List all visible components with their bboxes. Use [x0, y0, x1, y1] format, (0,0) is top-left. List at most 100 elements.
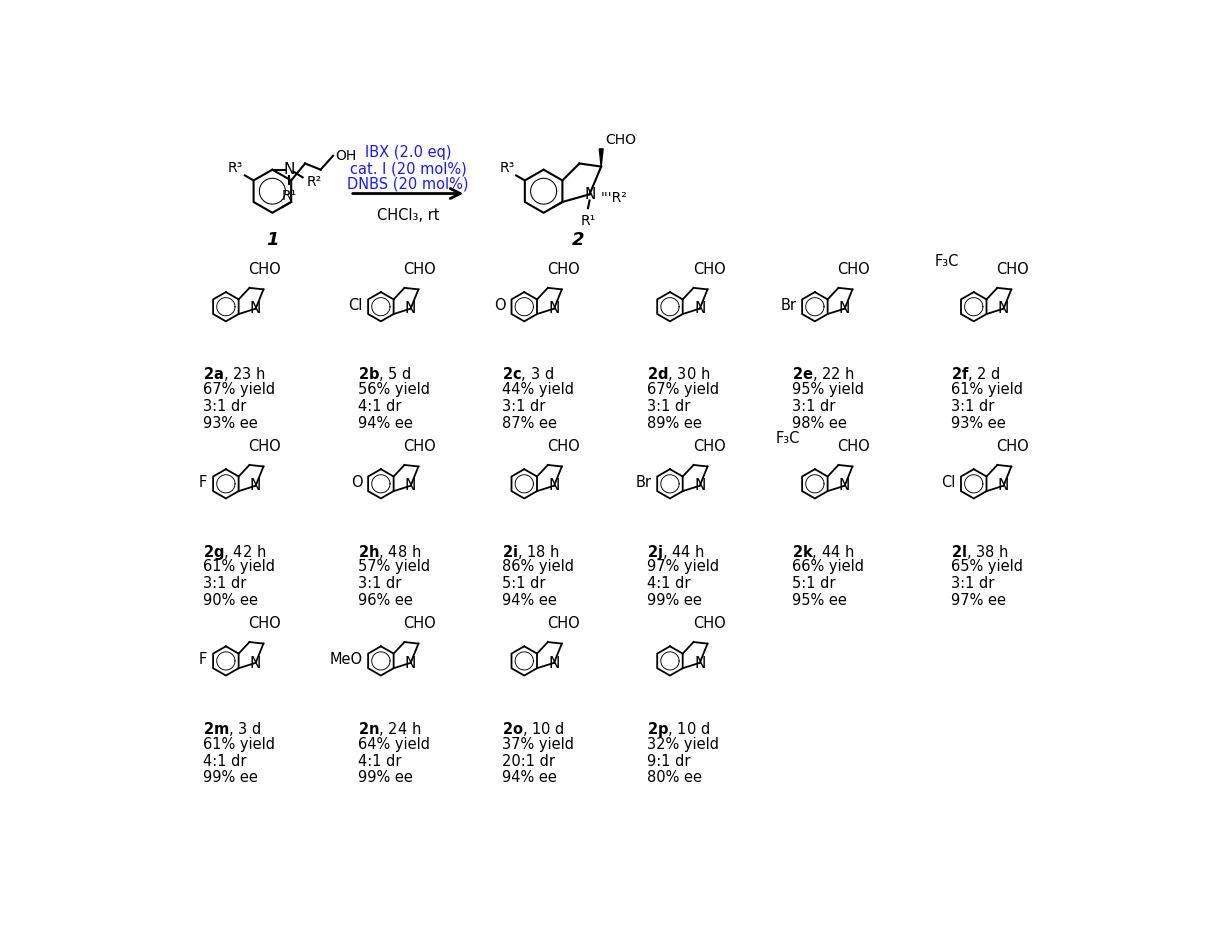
Text: $\bf{2g}$, 42 h: $\bf{2g}$, 42 h [203, 542, 267, 561]
Text: 67% yield: 67% yield [648, 382, 720, 397]
Text: N: N [548, 301, 560, 316]
Text: 80% ee: 80% ee [648, 769, 703, 784]
Text: 96% ee: 96% ee [358, 592, 413, 608]
Text: 32% yield: 32% yield [648, 736, 720, 751]
Text: F: F [199, 475, 207, 489]
Text: CHO: CHO [605, 133, 636, 146]
Text: N: N [250, 654, 262, 670]
Text: N: N [406, 301, 417, 316]
Text: 94% ee: 94% ee [502, 769, 557, 784]
Text: 20:1 dr: 20:1 dr [502, 753, 554, 768]
Text: 3:1 dr: 3:1 dr [648, 399, 691, 413]
Text: CHO: CHO [248, 615, 281, 630]
Text: 98% ee: 98% ee [793, 416, 848, 431]
Text: CHO: CHO [547, 261, 580, 276]
Text: 3:1 dr: 3:1 dr [951, 399, 995, 413]
Text: $\bf{2j}$, 44 h: $\bf{2j}$, 44 h [648, 542, 705, 561]
Text: 66% yield: 66% yield [793, 559, 865, 574]
Text: 9:1 dr: 9:1 dr [648, 753, 691, 768]
Text: $\bf{2a}$, 23 h: $\bf{2a}$, 23 h [203, 365, 266, 383]
Text: 3:1 dr: 3:1 dr [203, 399, 247, 413]
Text: N: N [548, 654, 560, 670]
Text: Br: Br [636, 475, 652, 489]
Text: 94% ee: 94% ee [502, 592, 557, 608]
Text: 61% yield: 61% yield [951, 382, 1023, 397]
Text: 5:1 dr: 5:1 dr [502, 576, 546, 590]
Text: 97% ee: 97% ee [951, 592, 1006, 608]
Text: N: N [839, 478, 850, 493]
Text: 95% ee: 95% ee [793, 592, 848, 608]
Text: 2: 2 [572, 231, 585, 248]
Text: N: N [694, 478, 705, 493]
Text: 3:1 dr: 3:1 dr [203, 576, 247, 590]
Text: N: N [585, 187, 596, 202]
Text: 3:1 dr: 3:1 dr [358, 576, 402, 590]
Text: N: N [998, 478, 1010, 493]
Text: 67% yield: 67% yield [203, 382, 275, 397]
Text: 87% ee: 87% ee [502, 416, 557, 431]
Text: '''R²: '''R² [600, 191, 627, 205]
Text: 4:1 dr: 4:1 dr [203, 753, 247, 768]
Text: N: N [284, 162, 295, 177]
Text: 97% yield: 97% yield [648, 559, 720, 574]
Text: CHO: CHO [248, 438, 281, 453]
Text: $\bf{2e}$, 22 h: $\bf{2e}$, 22 h [793, 365, 855, 383]
Text: 89% ee: 89% ee [648, 416, 703, 431]
Text: 3:1 dr: 3:1 dr [951, 576, 995, 590]
Text: 44% yield: 44% yield [502, 382, 574, 397]
Text: O: O [495, 298, 505, 312]
Text: 93% ee: 93% ee [951, 416, 1006, 431]
Text: 61% yield: 61% yield [203, 559, 275, 574]
Text: 4:1 dr: 4:1 dr [648, 576, 691, 590]
Text: $\bf{2l}$, 38 h: $\bf{2l}$, 38 h [951, 542, 1010, 560]
Text: CHO: CHO [403, 438, 436, 453]
Text: Br: Br [781, 298, 797, 312]
Text: CHO: CHO [996, 438, 1029, 453]
Text: 99% ee: 99% ee [358, 769, 413, 784]
Text: F: F [199, 652, 207, 667]
Text: MeO: MeO [329, 652, 362, 667]
Text: 4:1 dr: 4:1 dr [358, 399, 402, 413]
Text: $\bf{2c}$, 3 d: $\bf{2c}$, 3 d [502, 365, 554, 383]
Text: 3:1 dr: 3:1 dr [793, 399, 836, 413]
Text: 61% yield: 61% yield [203, 736, 275, 751]
Text: R³: R³ [228, 160, 244, 174]
Text: 65% yield: 65% yield [951, 559, 1023, 574]
Text: $\bf{2o}$, 10 d: $\bf{2o}$, 10 d [502, 718, 564, 737]
Text: $\bf{2i}$, 18 h: $\bf{2i}$, 18 h [502, 542, 559, 560]
Text: $\bf{2h}$, 48 h: $\bf{2h}$, 48 h [358, 542, 421, 560]
Text: N: N [839, 301, 850, 316]
Text: $\bf{2k}$, 44 h: $\bf{2k}$, 44 h [793, 542, 855, 560]
Text: CHO: CHO [547, 615, 580, 630]
Text: 93% ee: 93% ee [203, 416, 258, 431]
Text: CHO: CHO [403, 261, 436, 276]
Text: 57% yield: 57% yield [358, 559, 430, 574]
Text: F₃C: F₃C [776, 430, 800, 446]
Text: N: N [406, 654, 417, 670]
Text: CHO: CHO [248, 261, 281, 276]
Text: N: N [694, 654, 705, 670]
Text: N: N [998, 301, 1010, 316]
Text: 56% yield: 56% yield [358, 382, 430, 397]
Text: 99% ee: 99% ee [203, 769, 258, 784]
Text: 94% ee: 94% ee [358, 416, 413, 431]
Polygon shape [599, 149, 603, 168]
Text: OH: OH [335, 149, 357, 163]
Text: CHO: CHO [547, 438, 580, 453]
Text: cat. I (20 mol%): cat. I (20 mol%) [350, 161, 466, 176]
Text: R¹: R¹ [281, 189, 297, 203]
Text: CHO: CHO [693, 615, 726, 630]
Text: 37% yield: 37% yield [502, 736, 574, 751]
Text: N: N [250, 301, 262, 316]
Text: $\bf{2d}$, 30 h: $\bf{2d}$, 30 h [648, 365, 711, 383]
Text: CHO: CHO [838, 261, 871, 276]
Text: N: N [250, 478, 262, 493]
Text: N: N [548, 478, 560, 493]
Text: R³: R³ [499, 160, 514, 174]
Text: 4:1 dr: 4:1 dr [358, 753, 402, 768]
Text: CHO: CHO [693, 261, 726, 276]
Text: Cl: Cl [348, 298, 362, 312]
Text: CHO: CHO [403, 615, 436, 630]
Text: CHCl₃, rt: CHCl₃, rt [376, 209, 440, 223]
Text: 1: 1 [266, 231, 279, 248]
